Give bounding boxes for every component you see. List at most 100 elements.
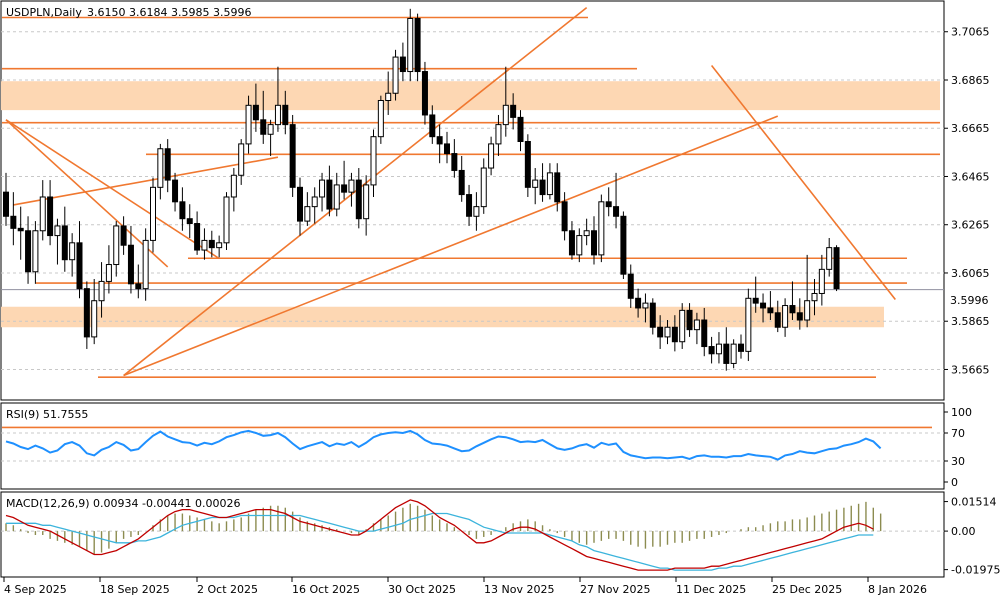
bearish-candle [10,215,17,229]
bullish-candle [333,184,340,210]
macd-tick-label: -0.01975 [951,564,1000,577]
bullish-candle [238,143,245,176]
x-tick-label: 2 Oct 2025 [197,583,258,596]
ohlc-label: 3.6150 3.6184 3.5985 3.5996 [87,6,251,19]
bullish-candle [91,300,98,338]
bearish-candle [179,201,186,220]
bullish-candle [201,239,208,251]
bullish-candle [715,343,722,355]
bullish-candle [311,196,318,208]
bearish-candle [517,116,524,143]
macd-tick-label: 0.01514 [951,496,997,509]
trend-line [123,6,588,377]
bullish-candle [142,239,149,290]
bearish-candle [186,218,193,225]
bearish-candle [760,302,767,309]
bearish-candle [723,343,730,364]
bearish-candle [649,302,656,328]
bullish-candle [245,104,252,145]
bearish-candle [399,56,406,73]
trend-line [5,119,169,268]
bearish-candle [3,191,9,217]
bearish-candle [260,119,267,135]
rsi-tick-label: 30 [951,455,965,468]
bullish-candle [274,104,281,126]
bearish-candle [568,230,575,256]
macd-panel-frame [0,491,945,578]
macd-line [5,499,874,571]
bullish-candle [532,179,539,188]
macd-signal-line [6,512,874,571]
bullish-candle [105,264,112,282]
bullish-candle [363,184,370,220]
price-axis: 3.7065 3.6865 3.6665 3.6465 3.6265 3.6065 3.58… [944,26,990,376]
rsi-line [5,429,882,461]
bearish-candle [605,201,612,208]
bullish-candle [730,343,737,364]
bullish-candle [230,174,237,198]
bearish-candle [701,319,708,348]
x-tick-label: 18 Sep 2025 [100,583,170,596]
y-tick-label: 3.7065 [951,26,990,39]
bearish-candle [421,71,428,116]
bullish-candle [782,305,789,328]
bullish-candle [811,292,818,302]
bearish-candle [194,223,201,251]
bullish-candle [473,206,480,217]
bullish-candle [642,302,649,309]
bullish-candle [113,225,120,266]
bullish-candle [495,124,502,145]
bearish-candle [627,273,634,299]
bearish-candle [466,194,473,217]
rsi-tick-label: 70 [951,427,965,440]
bearish-candle [164,148,171,181]
bullish-candle [319,179,326,198]
rsi-label: RSI(9) 51.7555 [6,408,88,421]
price-zones [1,81,940,328]
bearish-candle [282,104,289,126]
bearish-candle [172,179,179,203]
bullish-candle [679,309,686,343]
rsi-tick-label: 100 [951,406,972,419]
bearish-candle [774,312,781,328]
bearish-candle [510,104,517,118]
bearish-candle [539,179,546,196]
bearish-candle [127,244,134,285]
rsi-panel: 100 70 30 0 [1,406,972,489]
horizontal-levels [1,16,944,378]
bearish-candle [554,172,561,203]
price-panel-frame [0,0,945,401]
x-tick-label: 27 Nov 2025 [580,583,650,596]
rsi-panel-frame [0,402,945,490]
bearish-candle [789,305,796,314]
bearish-candle [752,297,759,304]
bullish-candle [69,242,76,261]
macd-panel: 0.01514 0.00 -0.01975 [1,496,1000,577]
y-tick-label: 3.6665 [951,122,990,135]
supply-demand-zone [1,81,940,111]
current-price-label: 3.5996 [950,294,989,307]
bullish-candle [385,92,392,101]
bearish-candle [25,230,32,273]
y-tick-label: 3.6065 [951,267,990,280]
bullish-candle [693,319,700,331]
bullish-candle [98,280,105,302]
bullish-candle [804,300,811,321]
bearish-candle [444,143,450,155]
bearish-candle [135,283,142,290]
bullish-candle [745,297,752,352]
trend-line [13,156,279,206]
bearish-candle [436,136,443,145]
bearish-candle [289,124,296,188]
bearish-candle [61,225,68,261]
bearish-candle [120,225,127,246]
x-tick-label: 16 Oct 2025 [292,583,360,596]
y-tick-label: 3.6465 [951,170,990,183]
symbol-label: USDPLN,Daily [6,6,82,19]
bullish-candle [370,136,377,186]
bearish-candle [208,239,215,249]
x-tick-label: 30 Oct 2025 [388,583,456,596]
bearish-candle [297,186,303,222]
